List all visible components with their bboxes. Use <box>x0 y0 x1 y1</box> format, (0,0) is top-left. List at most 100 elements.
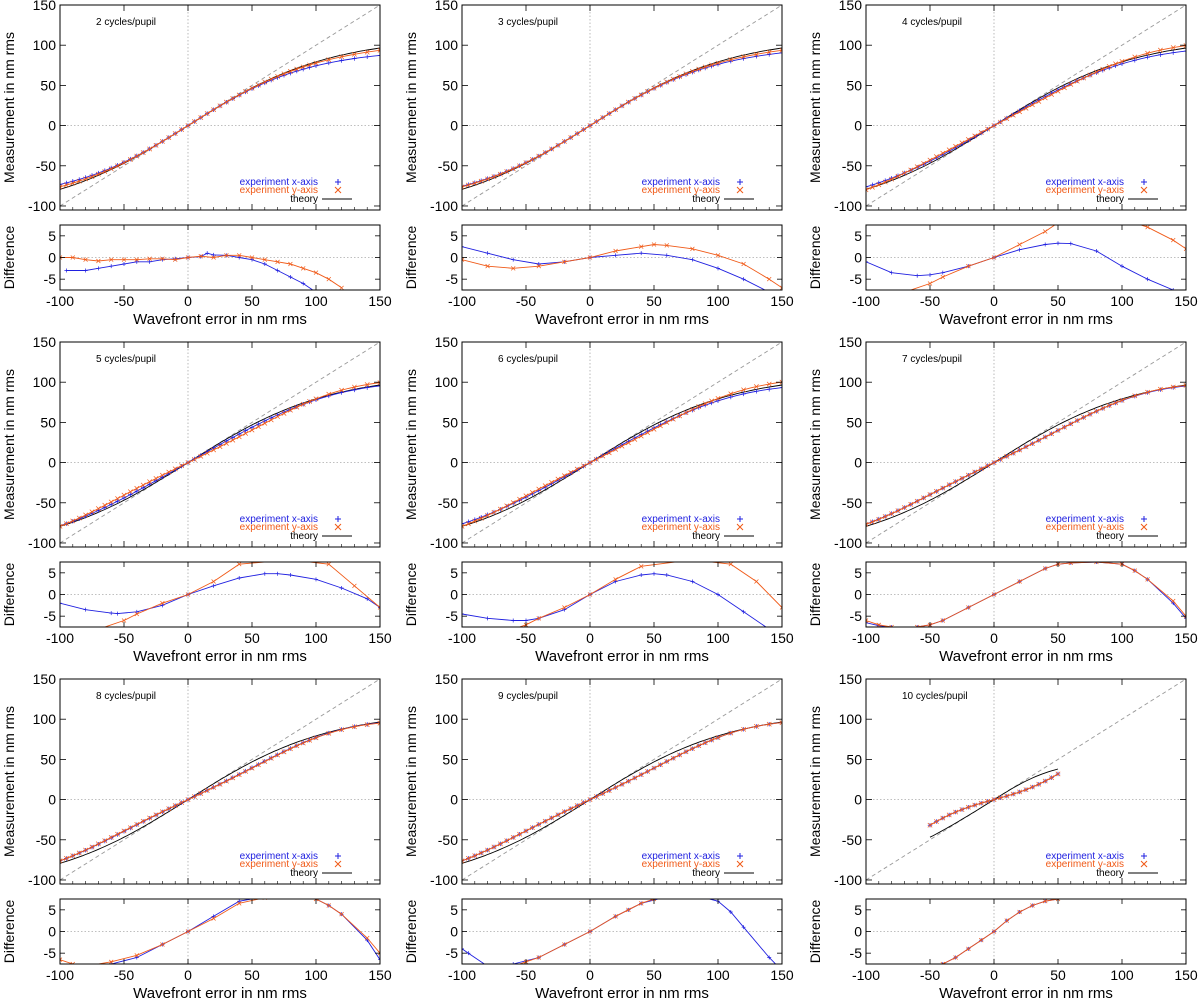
experiment-y-point <box>542 818 548 824</box>
experiment-x-point <box>741 391 746 397</box>
experiment-y-point <box>339 727 345 733</box>
experiment-x-point <box>64 180 69 186</box>
experiment-y-point <box>972 802 978 808</box>
main-plot: -100 -50 0 50 100 150 7 cycles/pupil Measuremen… <box>807 334 1187 551</box>
experiment-x-point <box>269 415 274 421</box>
experiment-x-point <box>466 519 471 524</box>
experiment-y-point <box>972 469 978 475</box>
experiment-y-point <box>1004 116 1010 122</box>
experiment-y-point <box>140 482 146 488</box>
x-tick-label: -50 <box>516 293 536 309</box>
experiment-y-point <box>294 743 300 749</box>
experiment-y-point <box>901 505 907 511</box>
diff-y-point <box>741 261 746 267</box>
diff-x-point <box>665 895 669 899</box>
experiment-y-point <box>76 850 82 856</box>
experiment-y-point <box>300 64 306 70</box>
diff-x-point <box>109 962 114 964</box>
experiment-x-point <box>121 495 127 501</box>
diff-x-point <box>147 259 152 264</box>
main-plot: -100 -50 0 50 100 150 5 cycles/pupil Measuremen… <box>1 334 381 551</box>
panel-title: 7 cycles/pupil <box>902 354 962 365</box>
experiment-x-point <box>352 56 357 61</box>
y-tick-label: 0 <box>854 792 862 808</box>
theory-curve <box>60 47 380 190</box>
experiment-x-point <box>326 60 331 66</box>
diff-x-point <box>262 571 267 576</box>
experiment-y-curve <box>60 49 380 188</box>
experiment-x-point <box>339 58 344 63</box>
diff-x-point <box>716 266 720 271</box>
legend-x-label: experiment x-axis <box>1046 514 1124 525</box>
diff-y-point <box>1145 577 1150 582</box>
diff-x-point <box>940 270 945 275</box>
diff-y-point <box>940 961 946 964</box>
experiment-y-point <box>185 123 191 129</box>
experiment-y-point <box>866 521 869 527</box>
diff-y-point <box>326 562 332 567</box>
experiment-y-point <box>517 163 523 169</box>
y-tick-label: -50 <box>36 495 56 511</box>
diff-y-tick-label: -5 <box>446 945 459 961</box>
diff-y-point <box>313 270 319 275</box>
legend-x-label: experiment x-axis <box>642 514 720 525</box>
experiment-y-point <box>613 447 619 452</box>
diff-y-point <box>562 605 567 610</box>
legend-y-marker <box>1140 186 1148 194</box>
diff-y-point <box>613 248 618 254</box>
experiment-x-point <box>339 390 344 395</box>
experiment-y-point <box>198 791 204 797</box>
experiment-y-point <box>940 815 946 821</box>
experiment-y-point <box>645 430 651 436</box>
experiment-x-point <box>262 418 267 424</box>
diff-x-point <box>288 275 293 279</box>
diff-x-point <box>741 925 746 930</box>
y-tick-label: 150 <box>33 0 57 13</box>
legend-y-label: experiment y-axis <box>642 522 720 533</box>
experiment-y-point <box>204 450 210 456</box>
legend-x-label: experiment x-axis <box>642 177 720 188</box>
x-tick-label: 100 <box>706 967 730 983</box>
experiment-y-point <box>121 160 127 166</box>
experiment-y-point <box>664 79 670 85</box>
diff-x-point <box>378 605 380 610</box>
experiment-y-point <box>294 404 300 410</box>
diff-y-point <box>651 242 657 247</box>
experiment-y-point <box>574 466 580 472</box>
y-tick-label: 150 <box>839 671 863 687</box>
diff-y-point <box>326 903 332 908</box>
experiment-y-point <box>127 489 133 495</box>
legend-y-label: experiment y-axis <box>1046 185 1124 196</box>
diff-x-point <box>160 257 165 262</box>
panel-title: 4 cycles/pupil <box>902 17 962 28</box>
experiment-y-point <box>1068 82 1074 87</box>
legend-x-marker <box>737 516 743 522</box>
experiment-x-curve <box>866 385 1186 525</box>
diff-y-point <box>185 255 191 260</box>
experiment-x-point <box>153 478 159 483</box>
diff-y-axis-label: Difference <box>807 226 823 290</box>
experiment-y-point <box>166 469 172 475</box>
experiment-y-point <box>275 752 281 758</box>
main-frame <box>865 341 1187 548</box>
experiment-y-point <box>683 410 689 416</box>
diff-y-tick-label: 0 <box>450 587 458 603</box>
y-tick-label: -50 <box>36 832 56 848</box>
experiment-x-point <box>1132 58 1137 63</box>
experiment-y-point <box>741 54 747 60</box>
experiment-y-point <box>574 131 580 137</box>
diff-x-point <box>1120 264 1124 269</box>
diff-y-point <box>1017 909 1022 915</box>
diff-x-point <box>1184 616 1186 621</box>
experiment-x-point <box>352 387 357 393</box>
experiment-y-point <box>60 184 63 190</box>
experiment-y-point <box>510 166 516 172</box>
diff-frame <box>865 224 1187 291</box>
experiment-y-point <box>625 778 631 784</box>
legend-y-label: experiment y-axis <box>642 859 720 870</box>
diff-y-point <box>966 605 971 610</box>
